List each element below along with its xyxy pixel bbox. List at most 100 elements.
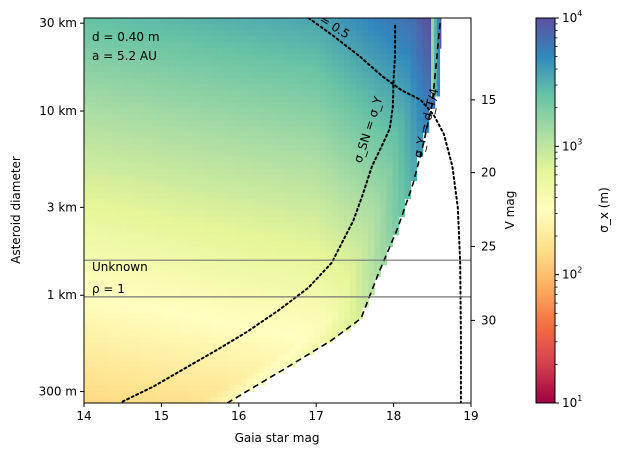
heatmap-cell	[96, 108, 103, 115]
heatmap-cell	[168, 108, 176, 115]
heatmap-cell	[138, 336, 146, 344]
heatmap-cell	[210, 372, 218, 380]
heatmap-cell	[168, 54, 176, 61]
heatmap-cell	[90, 168, 97, 176]
heatmap-cell	[204, 96, 212, 103]
heatmap-cell	[180, 72, 188, 79]
heatmap-cell	[350, 312, 357, 320]
heatmap-cell	[210, 120, 218, 127]
heatmap-cell	[156, 234, 164, 242]
heatmap-cell	[313, 102, 321, 109]
heatmap-cell	[350, 24, 357, 31]
heatmap-cell	[96, 84, 103, 91]
heatmap-cell	[362, 84, 369, 91]
heatmap-cell	[374, 132, 381, 139]
heatmap-cell	[289, 246, 297, 254]
heatmap-cell	[90, 120, 97, 127]
heatmap-cell	[265, 318, 273, 326]
heatmap-cell	[126, 72, 133, 79]
heatmap-cell	[210, 222, 218, 230]
heatmap-cell	[350, 270, 357, 278]
heatmap-cell	[307, 60, 315, 67]
heatmap-cell	[404, 18, 412, 25]
heatmap-cell	[295, 192, 303, 200]
heatmap-cell	[138, 318, 146, 326]
heatmap-cell	[235, 216, 242, 224]
heatmap-cell	[204, 396, 212, 403]
heatmap-cell	[259, 252, 267, 260]
heatmap-cell	[192, 60, 200, 67]
heatmap-cell	[162, 366, 170, 374]
heatmap-cell	[392, 120, 400, 127]
heatmap-cell	[168, 138, 176, 145]
heatmap-cell	[174, 96, 182, 103]
heatmap-cell	[416, 132, 424, 139]
heatmap-cell	[350, 228, 357, 236]
heatmap-cell	[235, 144, 242, 151]
heatmap-cell	[319, 264, 327, 272]
heatmap-cell	[289, 162, 297, 169]
heatmap-cell	[325, 234, 333, 242]
heatmap-cell	[356, 288, 363, 296]
heatmap-cell	[259, 66, 267, 73]
heatmap-cell	[235, 240, 242, 248]
heatmap-cell	[144, 138, 152, 145]
heatmap-cell	[102, 312, 109, 320]
heatmap-cell	[162, 72, 170, 79]
heatmap-cell	[319, 210, 327, 218]
heatmap-cell	[404, 102, 412, 109]
heatmap-cell	[337, 300, 345, 308]
heatmap-cell	[114, 354, 121, 362]
heatmap-cell	[102, 18, 109, 25]
heatmap-cell	[84, 48, 91, 55]
heatmap-cell	[144, 276, 152, 284]
heatmap-cell	[362, 90, 369, 97]
heatmap-cell	[102, 270, 109, 278]
heatmap-cell	[198, 246, 206, 254]
heatmap-cell	[108, 360, 115, 368]
heatmap-cell	[180, 294, 188, 302]
heatmap-cell	[410, 90, 418, 97]
heatmap-cell	[386, 96, 393, 103]
heatmap-cell	[398, 30, 406, 37]
heatmap-cell	[156, 228, 164, 236]
heatmap-cell	[120, 252, 127, 260]
heatmap-cell	[356, 144, 363, 151]
heatmap-cell	[186, 258, 194, 266]
heatmap-cell	[374, 42, 381, 49]
heatmap-cell	[192, 318, 200, 326]
heatmap-cell	[350, 282, 357, 290]
heatmap-cell	[253, 210, 260, 218]
heatmap-cell	[253, 162, 260, 169]
heatmap-cell	[368, 132, 375, 139]
colorbar-tick-label: 102	[562, 266, 582, 282]
heatmap-cell	[162, 228, 170, 236]
heatmap-cell	[241, 150, 248, 157]
heatmap-cell	[217, 240, 224, 248]
heatmap-cell	[380, 234, 387, 242]
heatmap-cell	[368, 54, 375, 61]
heatmap-cell	[259, 162, 267, 169]
heatmap-cell	[235, 234, 242, 242]
heatmap-cell	[210, 330, 218, 338]
heatmap-cell	[156, 144, 164, 151]
heatmap-cell	[344, 180, 351, 188]
heatmap-cell	[331, 282, 339, 290]
heatmap-cell	[120, 336, 127, 344]
heatmap-cell	[180, 36, 188, 43]
heatmap-cell	[204, 102, 212, 109]
heatmap-cell	[241, 366, 248, 374]
heatmap-cell	[168, 366, 176, 374]
heatmap-cell	[223, 180, 230, 188]
heatmap-cell	[132, 258, 140, 266]
heatmap-cell	[253, 114, 260, 121]
heatmap-cell	[265, 330, 273, 338]
heatmap-cell	[271, 36, 279, 43]
y-tick-label: 3 km	[47, 200, 77, 214]
heatmap-cell	[416, 150, 424, 157]
heatmap-cell	[150, 336, 158, 344]
heatmap-cell	[422, 90, 430, 97]
heatmap-cell	[132, 54, 140, 61]
heatmap-cell	[295, 84, 303, 91]
heatmap-cell	[84, 342, 91, 350]
